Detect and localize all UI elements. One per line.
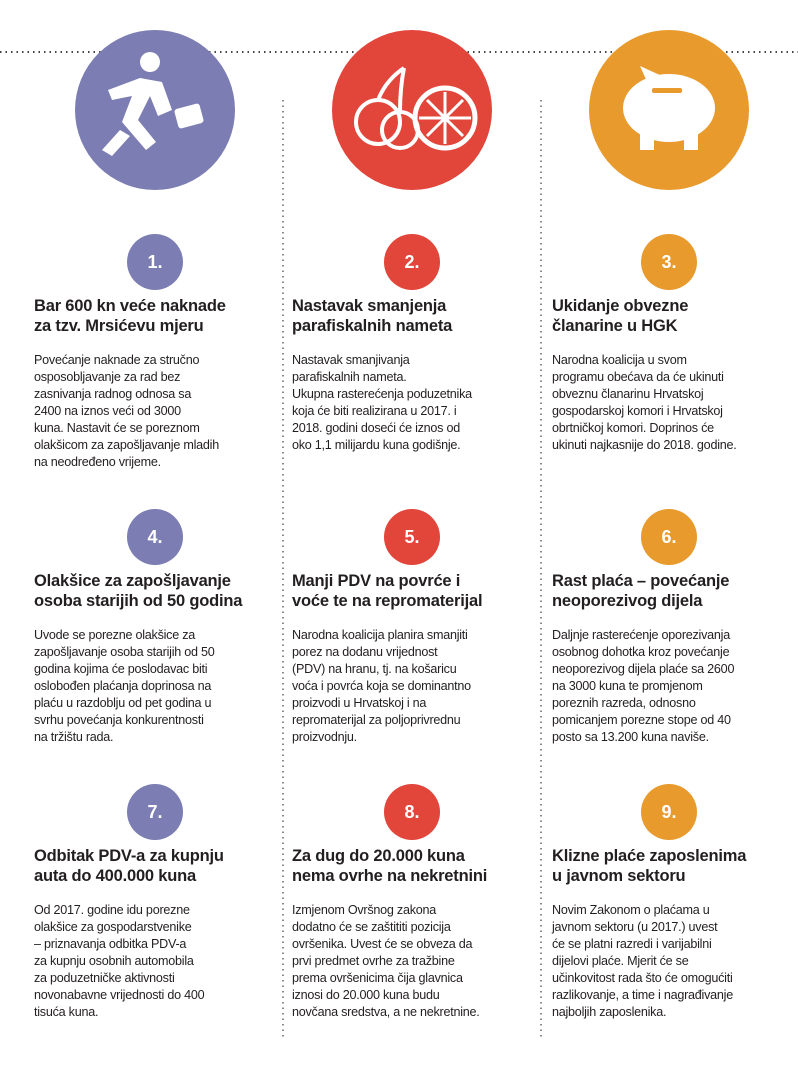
icon-fruit	[332, 30, 492, 190]
item-title: parafiskalnih nameta	[292, 317, 453, 335]
item-body: porez na dodanu vrijednost	[292, 645, 438, 659]
item-body: dodatno će se zaštititi pozicija	[292, 920, 451, 934]
item-body: najboljih zaposlenika.	[552, 1005, 667, 1019]
item-body: tisuća kuna.	[34, 1005, 99, 1019]
item-body: prema ovršenicima čija glavnica	[292, 971, 463, 985]
item-body: za kupnju osobnih automobila	[34, 954, 194, 968]
item-body: neoporezivog dijela plaće sa 2600	[552, 662, 735, 676]
item-title: osoba starijih od 50 godina	[34, 592, 243, 610]
item-body: voća i povrća koja se dominantno	[292, 679, 471, 693]
item-body: olakšicom za zapošljavanje mladih	[34, 438, 219, 452]
icon-piggy-bank	[589, 30, 749, 190]
item-title: Ukidanje obvezne	[552, 297, 689, 315]
item-body: Narodna koalicija u svom	[552, 353, 687, 367]
item-number: 1.	[127, 234, 183, 290]
item-body: će se platni razredi i varijabilni	[552, 937, 712, 951]
item-body: 2400 na iznos veći od 3000	[34, 404, 181, 418]
item-number: 3.	[641, 234, 697, 290]
item-body: obrtničkoj komori. Doprinos će	[552, 421, 714, 435]
item-number: 5.	[384, 509, 440, 565]
item-body: Izmjenom Ovršnog zakona	[292, 903, 437, 917]
item-body: zapošljavanje osoba starijih od 50	[34, 645, 215, 659]
item-title: članarine u HGK	[552, 317, 678, 335]
icon-runner	[75, 30, 235, 190]
item-title: voće te na repromaterijal	[292, 592, 483, 610]
item-title: Bar 600 kn veće naknade	[34, 297, 226, 315]
item-body: na tržištu rada.	[34, 730, 114, 744]
item-body: gospodarskoj komori i Hrvatskoj	[552, 404, 723, 418]
item-title: neoporezivog dijela	[552, 592, 703, 610]
item-body: oslobođen plaćanja doprinosa na	[34, 679, 212, 693]
item-body: svrhu povećanja konkurentnosti	[34, 713, 204, 727]
item-number: 2.	[384, 234, 440, 290]
item-body: za poduzetničke aktivnosti	[34, 971, 175, 985]
item-title: Za dug do 20.000 kuna	[292, 847, 465, 865]
item-body: posto sa 13.200 kuna naviše.	[552, 730, 709, 744]
item-title: auta do 400.000 kuna	[34, 867, 196, 885]
item-body: proizvodnju.	[292, 730, 357, 744]
item-title: Nastavak smanjenja	[292, 297, 447, 315]
item-body: Novim Zakonom o plaćama u	[552, 903, 710, 917]
item-body: Ukupna rasterećenja poduzetnika	[292, 387, 472, 401]
item-title: nema ovrhe na nekretnini	[292, 867, 488, 885]
item-title: u javnom sektoru	[552, 867, 686, 885]
item-body: oko 1,1 milijardu kuna godišnje.	[292, 438, 461, 452]
item-body: ovršenika. Uvest će se obveza da	[292, 937, 473, 951]
item-body: Uvode se porezne olakšice za	[34, 628, 196, 642]
item-title: Odbitak PDV-a za kupnju	[34, 847, 224, 865]
item-body: proizvodi u Hrvatskoj i na	[292, 696, 427, 710]
item-title: Olakšice za zapošljavanje	[34, 572, 231, 590]
item-title: Manji PDV na povrće i	[292, 572, 461, 590]
item-body: (PDV) na hranu, tj. na košaricu	[292, 662, 457, 676]
item-body: iznosi do 20.000 kuna budu	[292, 988, 440, 1002]
item-body: poreznih razreda, odnosno	[552, 696, 696, 710]
item-body: novčana sredstva, a ne nekretnine.	[292, 1005, 480, 1019]
item-body: – priznavanja odbitka PDV-a	[34, 937, 187, 951]
item-body: javnom sektoru (u 2017.) uvest	[552, 920, 718, 934]
item-body: olakšice za gospodarstvenike	[34, 920, 192, 934]
item-body: Povećanje naknade za stručno	[34, 353, 200, 367]
item-body: na neodređeno vrijeme.	[34, 455, 161, 469]
item-body: učinkovitost rada što će omogućiti	[552, 971, 733, 985]
item-title: za tzv. Mrsićevu mjeru	[34, 317, 204, 335]
item-number: 7.	[127, 784, 183, 840]
item-body: osobnog dohotka kroz povećanje	[552, 645, 730, 659]
item-body: obveznu članarinu Hrvatskoj	[552, 387, 704, 401]
item-body: zasnivanja radnog odnosa sa	[34, 387, 192, 401]
item-body: parafiskalnih nameta.	[292, 370, 407, 384]
item-body: plaću u razdoblju od pet godina u	[34, 696, 212, 710]
item-number: 8.	[384, 784, 440, 840]
item-body: razlikovanje, a time i nagrađivanje	[552, 988, 733, 1002]
item-title: Klizne plaće zaposlenima	[552, 847, 747, 865]
item-body: Od 2017. godine idu porezne	[34, 903, 190, 917]
item-body: Daljnje rasterećenje oporezivanja	[552, 628, 730, 642]
item-body: prvi predmet ovrhe za tražbine	[292, 954, 455, 968]
item-body: programu obećava da će ukinuti	[552, 370, 724, 384]
item-body: ukinuti najkasnije do 2018. godine.	[552, 438, 737, 452]
item-number: 6.	[641, 509, 697, 565]
item-body: dijelovi plaće. Mjerit će se	[552, 954, 689, 968]
item-body: pomicanjem porezne stope od 40	[552, 713, 731, 727]
item-body: repromaterijal za poljoprivrednu	[292, 713, 461, 727]
item-body: 2018. godini doseći će iznos od	[292, 421, 460, 435]
item-body: Narodna koalicija planira smanjiti	[292, 628, 468, 642]
item-number: 4.	[127, 509, 183, 565]
item-body: na 3000 kuna te promjenom	[552, 679, 703, 693]
item-body: osposobljavanje za rad bez	[34, 370, 181, 384]
item-title: Rast plaća – povećanje	[552, 572, 730, 590]
item-body: Nastavak smanjivanja	[292, 353, 410, 367]
item-body: koja će biti realizirana u 2017. i	[292, 404, 457, 418]
item-body: kuna. Nastavit će se poreznom	[34, 421, 200, 435]
item-number: 9.	[641, 784, 697, 840]
item-body: novonabavne vrijednosti do 400	[34, 988, 205, 1002]
item-body: godina kojima će poslodavac biti	[34, 662, 208, 676]
